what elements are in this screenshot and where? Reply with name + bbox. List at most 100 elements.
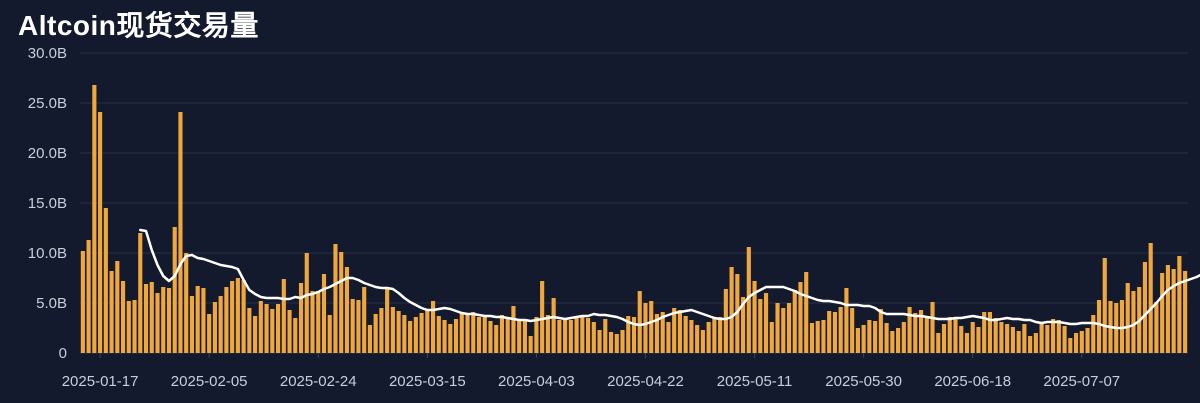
bar bbox=[850, 308, 855, 353]
bar bbox=[741, 297, 746, 353]
bar bbox=[964, 333, 970, 353]
bar bbox=[138, 233, 143, 353]
bar bbox=[884, 323, 889, 353]
bar bbox=[511, 306, 516, 353]
bar bbox=[488, 321, 493, 353]
bar bbox=[339, 252, 344, 353]
moving-average-series bbox=[139, 228, 1200, 330]
bar bbox=[614, 334, 619, 353]
bar bbox=[993, 318, 998, 353]
bar bbox=[1068, 338, 1073, 353]
bar bbox=[155, 293, 160, 353]
bar bbox=[1033, 333, 1038, 353]
bar bbox=[551, 298, 556, 353]
bar bbox=[367, 325, 372, 353]
bar bbox=[1142, 262, 1148, 353]
bar bbox=[86, 240, 91, 353]
bar bbox=[798, 282, 803, 353]
bar bbox=[689, 320, 694, 353]
bar bbox=[276, 304, 281, 353]
bar bbox=[431, 301, 436, 353]
bar bbox=[695, 325, 700, 353]
bar bbox=[459, 312, 464, 353]
bar bbox=[517, 321, 522, 353]
bar bbox=[471, 312, 476, 353]
bar bbox=[712, 318, 717, 353]
bar bbox=[270, 309, 275, 353]
bar bbox=[1056, 320, 1061, 353]
bar bbox=[873, 321, 878, 353]
bar bbox=[1102, 258, 1107, 353]
bar bbox=[769, 322, 774, 353]
bar bbox=[385, 289, 390, 353]
bar bbox=[115, 261, 120, 353]
x-tick-label: 2025-04-22 bbox=[607, 373, 684, 390]
bar bbox=[304, 253, 309, 353]
bar bbox=[660, 312, 665, 353]
bar bbox=[442, 320, 447, 353]
bar bbox=[746, 247, 751, 353]
bar bbox=[1160, 273, 1165, 353]
bar bbox=[408, 321, 413, 353]
bar bbox=[804, 272, 809, 353]
bar bbox=[1005, 324, 1010, 353]
bar bbox=[1154, 302, 1159, 353]
bar bbox=[591, 322, 596, 353]
bar bbox=[298, 283, 304, 353]
bar bbox=[1119, 300, 1125, 353]
bar bbox=[419, 313, 424, 353]
bar bbox=[941, 324, 947, 353]
bar bbox=[896, 328, 901, 353]
bar bbox=[959, 326, 964, 353]
grid-lines bbox=[80, 52, 1188, 354]
bar bbox=[677, 310, 682, 353]
bar bbox=[143, 284, 149, 353]
bar bbox=[758, 299, 763, 353]
bar bbox=[402, 315, 407, 353]
bar bbox=[626, 316, 631, 353]
bar bbox=[425, 310, 430, 353]
bar bbox=[586, 318, 591, 353]
bar bbox=[1148, 243, 1153, 353]
bar bbox=[528, 336, 533, 353]
bar bbox=[918, 310, 924, 353]
bar bbox=[924, 318, 929, 353]
bar bbox=[109, 271, 114, 353]
bar bbox=[1039, 324, 1044, 353]
bar bbox=[763, 293, 769, 353]
chart-title: Altcoin现货交易量 bbox=[18, 10, 259, 41]
bar bbox=[327, 315, 332, 353]
bar bbox=[184, 253, 189, 353]
y-tick-label: 0 bbox=[59, 345, 67, 362]
bar bbox=[1079, 331, 1084, 353]
x-tick-label: 2025-02-05 bbox=[171, 373, 248, 390]
bar bbox=[253, 316, 258, 353]
bar bbox=[643, 303, 648, 353]
x-tick-label: 2025-05-11 bbox=[717, 373, 793, 390]
bar bbox=[666, 322, 671, 353]
bar bbox=[80, 251, 85, 353]
bar bbox=[907, 307, 912, 353]
bar bbox=[901, 322, 906, 353]
bar bbox=[930, 302, 935, 353]
bar bbox=[247, 308, 252, 353]
bar bbox=[1010, 327, 1015, 353]
bar bbox=[465, 314, 470, 353]
bar bbox=[718, 317, 723, 353]
y-tick-label: 10.0B bbox=[28, 245, 67, 262]
bar bbox=[264, 304, 269, 353]
bar bbox=[258, 301, 263, 353]
bar bbox=[207, 314, 212, 353]
y-tick-label: 20.0B bbox=[28, 145, 67, 162]
bar bbox=[603, 319, 608, 353]
bar bbox=[413, 317, 418, 353]
bar bbox=[597, 330, 602, 353]
bar bbox=[92, 85, 97, 353]
moving-average-line bbox=[139, 228, 1200, 330]
bar bbox=[1051, 319, 1056, 353]
y-tick-label: 15.0B bbox=[28, 195, 67, 212]
bar-series bbox=[80, 85, 1188, 353]
bar bbox=[1125, 283, 1130, 353]
bar bbox=[1062, 326, 1067, 353]
